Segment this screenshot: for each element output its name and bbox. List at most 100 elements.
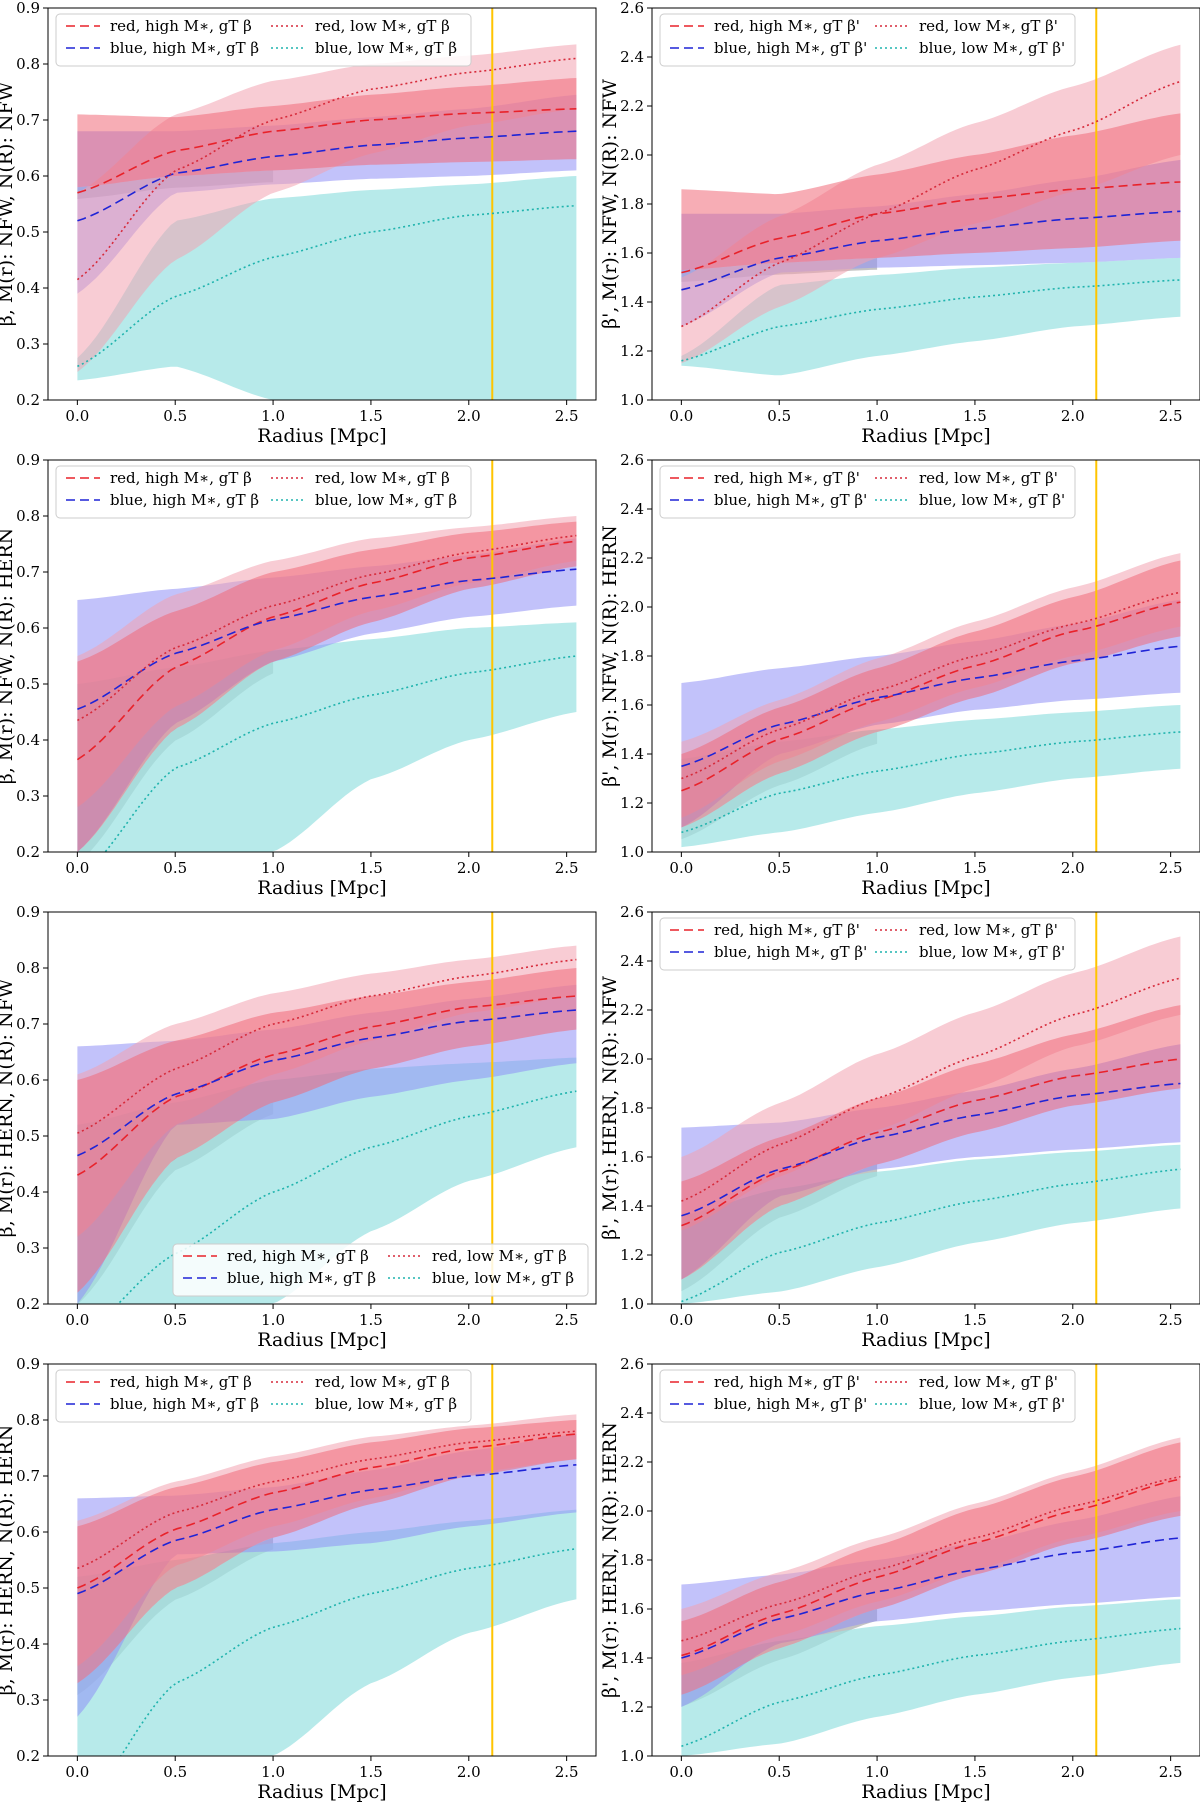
panel-b: 0.0 0.5 1.0 1.5 2.0 2.5 1.0 1.2 1.4 1.6 1.8 2.0 2.2 2… bbox=[599, 0, 1200, 447]
x-tick-label: 2.5 bbox=[555, 859, 579, 877]
y-tick-label: 0.3 bbox=[16, 335, 40, 353]
legend-entry: red, high M∗, gT β bbox=[110, 17, 252, 35]
y-tick-label: 0.6 bbox=[16, 1071, 40, 1089]
x-tick-label: 2.5 bbox=[555, 407, 579, 425]
band-red-high bbox=[681, 560, 1181, 828]
legend-entry: blue, high M∗, gT β' bbox=[714, 943, 867, 961]
y-tick-label: 1.4 bbox=[620, 293, 644, 311]
y-tick-label: 1.2 bbox=[620, 342, 644, 360]
axes-frame bbox=[47, 459, 597, 853]
legend-entry: red, high M∗, gT β' bbox=[714, 469, 860, 487]
x-tick-label: 2.0 bbox=[457, 407, 481, 425]
y-tick-label: 0.9 bbox=[16, 1355, 40, 1373]
legend-entry: red, low M∗, gT β bbox=[432, 1247, 567, 1265]
y-tick-label: 0.5 bbox=[16, 1127, 40, 1145]
x-tick-label: 0.0 bbox=[669, 859, 693, 877]
x-tick-label: 2.0 bbox=[1061, 407, 1085, 425]
x-tick-label: 2.5 bbox=[555, 1311, 579, 1329]
y-tick-label: 0.2 bbox=[16, 391, 40, 409]
y-tick-label: 0.8 bbox=[16, 55, 40, 73]
series-line-red-low bbox=[681, 80, 1181, 328]
x-tick-label: 0.5 bbox=[163, 1763, 187, 1781]
legend-entry: blue, high M∗, gT β bbox=[227, 1269, 376, 1287]
y-tick-label: 0.4 bbox=[16, 1183, 40, 1201]
y-tick-label: 0.5 bbox=[16, 675, 40, 693]
y-tick-label: 1.6 bbox=[620, 696, 644, 714]
legend-entry: red, low M∗, gT β bbox=[315, 17, 450, 35]
y-tick-label: 0.8 bbox=[16, 507, 40, 525]
y-tick-label: 2.2 bbox=[620, 97, 644, 115]
y-tick-label: 2.6 bbox=[620, 1355, 644, 1373]
y-axis-label: β, M(r): NFW, N(R): HERN bbox=[0, 528, 17, 785]
legend-entry: red, high M∗, gT β' bbox=[714, 17, 860, 35]
legend-entry: red, low M∗, gT β bbox=[315, 1373, 450, 1391]
y-tick-label: 0.5 bbox=[16, 1579, 40, 1597]
y-tick-label: 1.0 bbox=[620, 1295, 644, 1313]
legend: red, high M∗, gT β' red, low M∗, gT β' blu… bbox=[659, 13, 1076, 67]
plot-area bbox=[681, 912, 1181, 1304]
series-line-blue-low bbox=[77, 204, 577, 368]
x-tick-label: 0.0 bbox=[65, 407, 89, 425]
x-tick-label: 0.5 bbox=[163, 859, 187, 877]
legend-box bbox=[659, 465, 1076, 519]
x-tick-label: 1.0 bbox=[261, 859, 285, 877]
legend-entry: blue, high M∗, gT β bbox=[110, 491, 259, 509]
x-axis-label: Radius [Mpc] bbox=[861, 1329, 990, 1351]
series-line-blue-high bbox=[681, 1537, 1181, 1659]
x-tick-label: 2.0 bbox=[1061, 1763, 1085, 1781]
y-tick-label: 0.9 bbox=[16, 451, 40, 469]
legend-entry: red, high M∗, gT β' bbox=[714, 1373, 860, 1391]
y-tick-label: 0.2 bbox=[16, 843, 40, 861]
legend-entry: red, low M∗, gT β' bbox=[919, 921, 1058, 939]
legend-entry: blue, low M∗, gT β' bbox=[919, 943, 1065, 961]
legend-entry: red, low M∗, gT β' bbox=[919, 469, 1058, 487]
x-tick-label: 2.0 bbox=[1061, 1311, 1085, 1329]
axes-frame bbox=[47, 7, 597, 401]
y-tick-label: 2.6 bbox=[620, 903, 644, 921]
legend: red, high M∗, gT β' red, low M∗, gT β' blu… bbox=[659, 917, 1076, 971]
axes-frame bbox=[47, 1363, 597, 1757]
legend-entry: red, low M∗, gT β bbox=[315, 469, 450, 487]
x-tick-label: 0.5 bbox=[163, 1311, 187, 1329]
y-axis-label: β, M(r): HERN, N(R): HERN bbox=[0, 1425, 17, 1696]
y-tick-label: 1.2 bbox=[620, 794, 644, 812]
y-tick-label: 1.6 bbox=[620, 244, 644, 262]
y-tick-label: 0.8 bbox=[16, 1411, 40, 1429]
y-tick-label: 2.4 bbox=[620, 500, 644, 518]
x-tick-label: 1.5 bbox=[963, 1763, 987, 1781]
series-line-red-low bbox=[681, 1475, 1181, 1642]
series-line-blue-low bbox=[119, 1548, 577, 1756]
y-tick-label: 2.4 bbox=[620, 1404, 644, 1422]
series-line-blue-high bbox=[681, 645, 1181, 768]
y-tick-label: 0.7 bbox=[16, 1015, 40, 1033]
legend-entry: blue, low M∗, gT β bbox=[315, 491, 457, 509]
legend-box bbox=[172, 1243, 589, 1297]
x-tick-label: 2.0 bbox=[457, 1311, 481, 1329]
x-tick-label: 0.0 bbox=[669, 1763, 693, 1781]
legend-entry: blue, high M∗, gT β bbox=[110, 1395, 259, 1413]
y-tick-label: 2.0 bbox=[620, 598, 644, 616]
panel-c: 0.0 0.5 1.0 1.5 2.0 2.5 0.2 0.3 0.4 0.5 0.6 0.7 0.8 0… bbox=[0, 451, 597, 899]
x-tick-label: 1.0 bbox=[261, 407, 285, 425]
y-axis-label: β', M(r): HERN, N(R): NFW bbox=[599, 976, 621, 1240]
y-tick-label: 1.0 bbox=[620, 391, 644, 409]
legend: red, high M∗, gT β red, low M∗, gT β blue,… bbox=[55, 13, 472, 67]
plot-area bbox=[77, 1364, 577, 1756]
x-tick-label: 1.5 bbox=[963, 407, 987, 425]
x-tick-label: 0.0 bbox=[669, 407, 693, 425]
y-axis-label: β', M(r): NFW, N(R): NFW bbox=[599, 79, 621, 329]
series-line-red-high bbox=[681, 1478, 1181, 1657]
x-tick-label: 1.5 bbox=[359, 859, 383, 877]
y-tick-label: 2.0 bbox=[620, 146, 644, 164]
x-tick-label: 0.5 bbox=[767, 1763, 791, 1781]
panel-a: 0.0 0.5 1.0 1.5 2.0 2.5 0.2 0.3 0.4 0.5 0.6 0.7 0.8 0… bbox=[0, 0, 597, 447]
legend-entry: red, high M∗, gT β bbox=[227, 1247, 369, 1265]
y-axis-label: β, M(r): HERN, N(R): NFW bbox=[0, 978, 17, 1237]
x-tick-label: 0.0 bbox=[65, 859, 89, 877]
panel-d: 0.0 0.5 1.0 1.5 2.0 2.5 1.0 1.2 1.4 1.6 1.8 2.0 2.2 2… bbox=[599, 451, 1200, 899]
y-tick-label: 0.8 bbox=[16, 959, 40, 977]
series-line-blue-high bbox=[681, 210, 1181, 291]
y-tick-label: 2.4 bbox=[620, 952, 644, 970]
axes-frame bbox=[47, 911, 597, 1305]
